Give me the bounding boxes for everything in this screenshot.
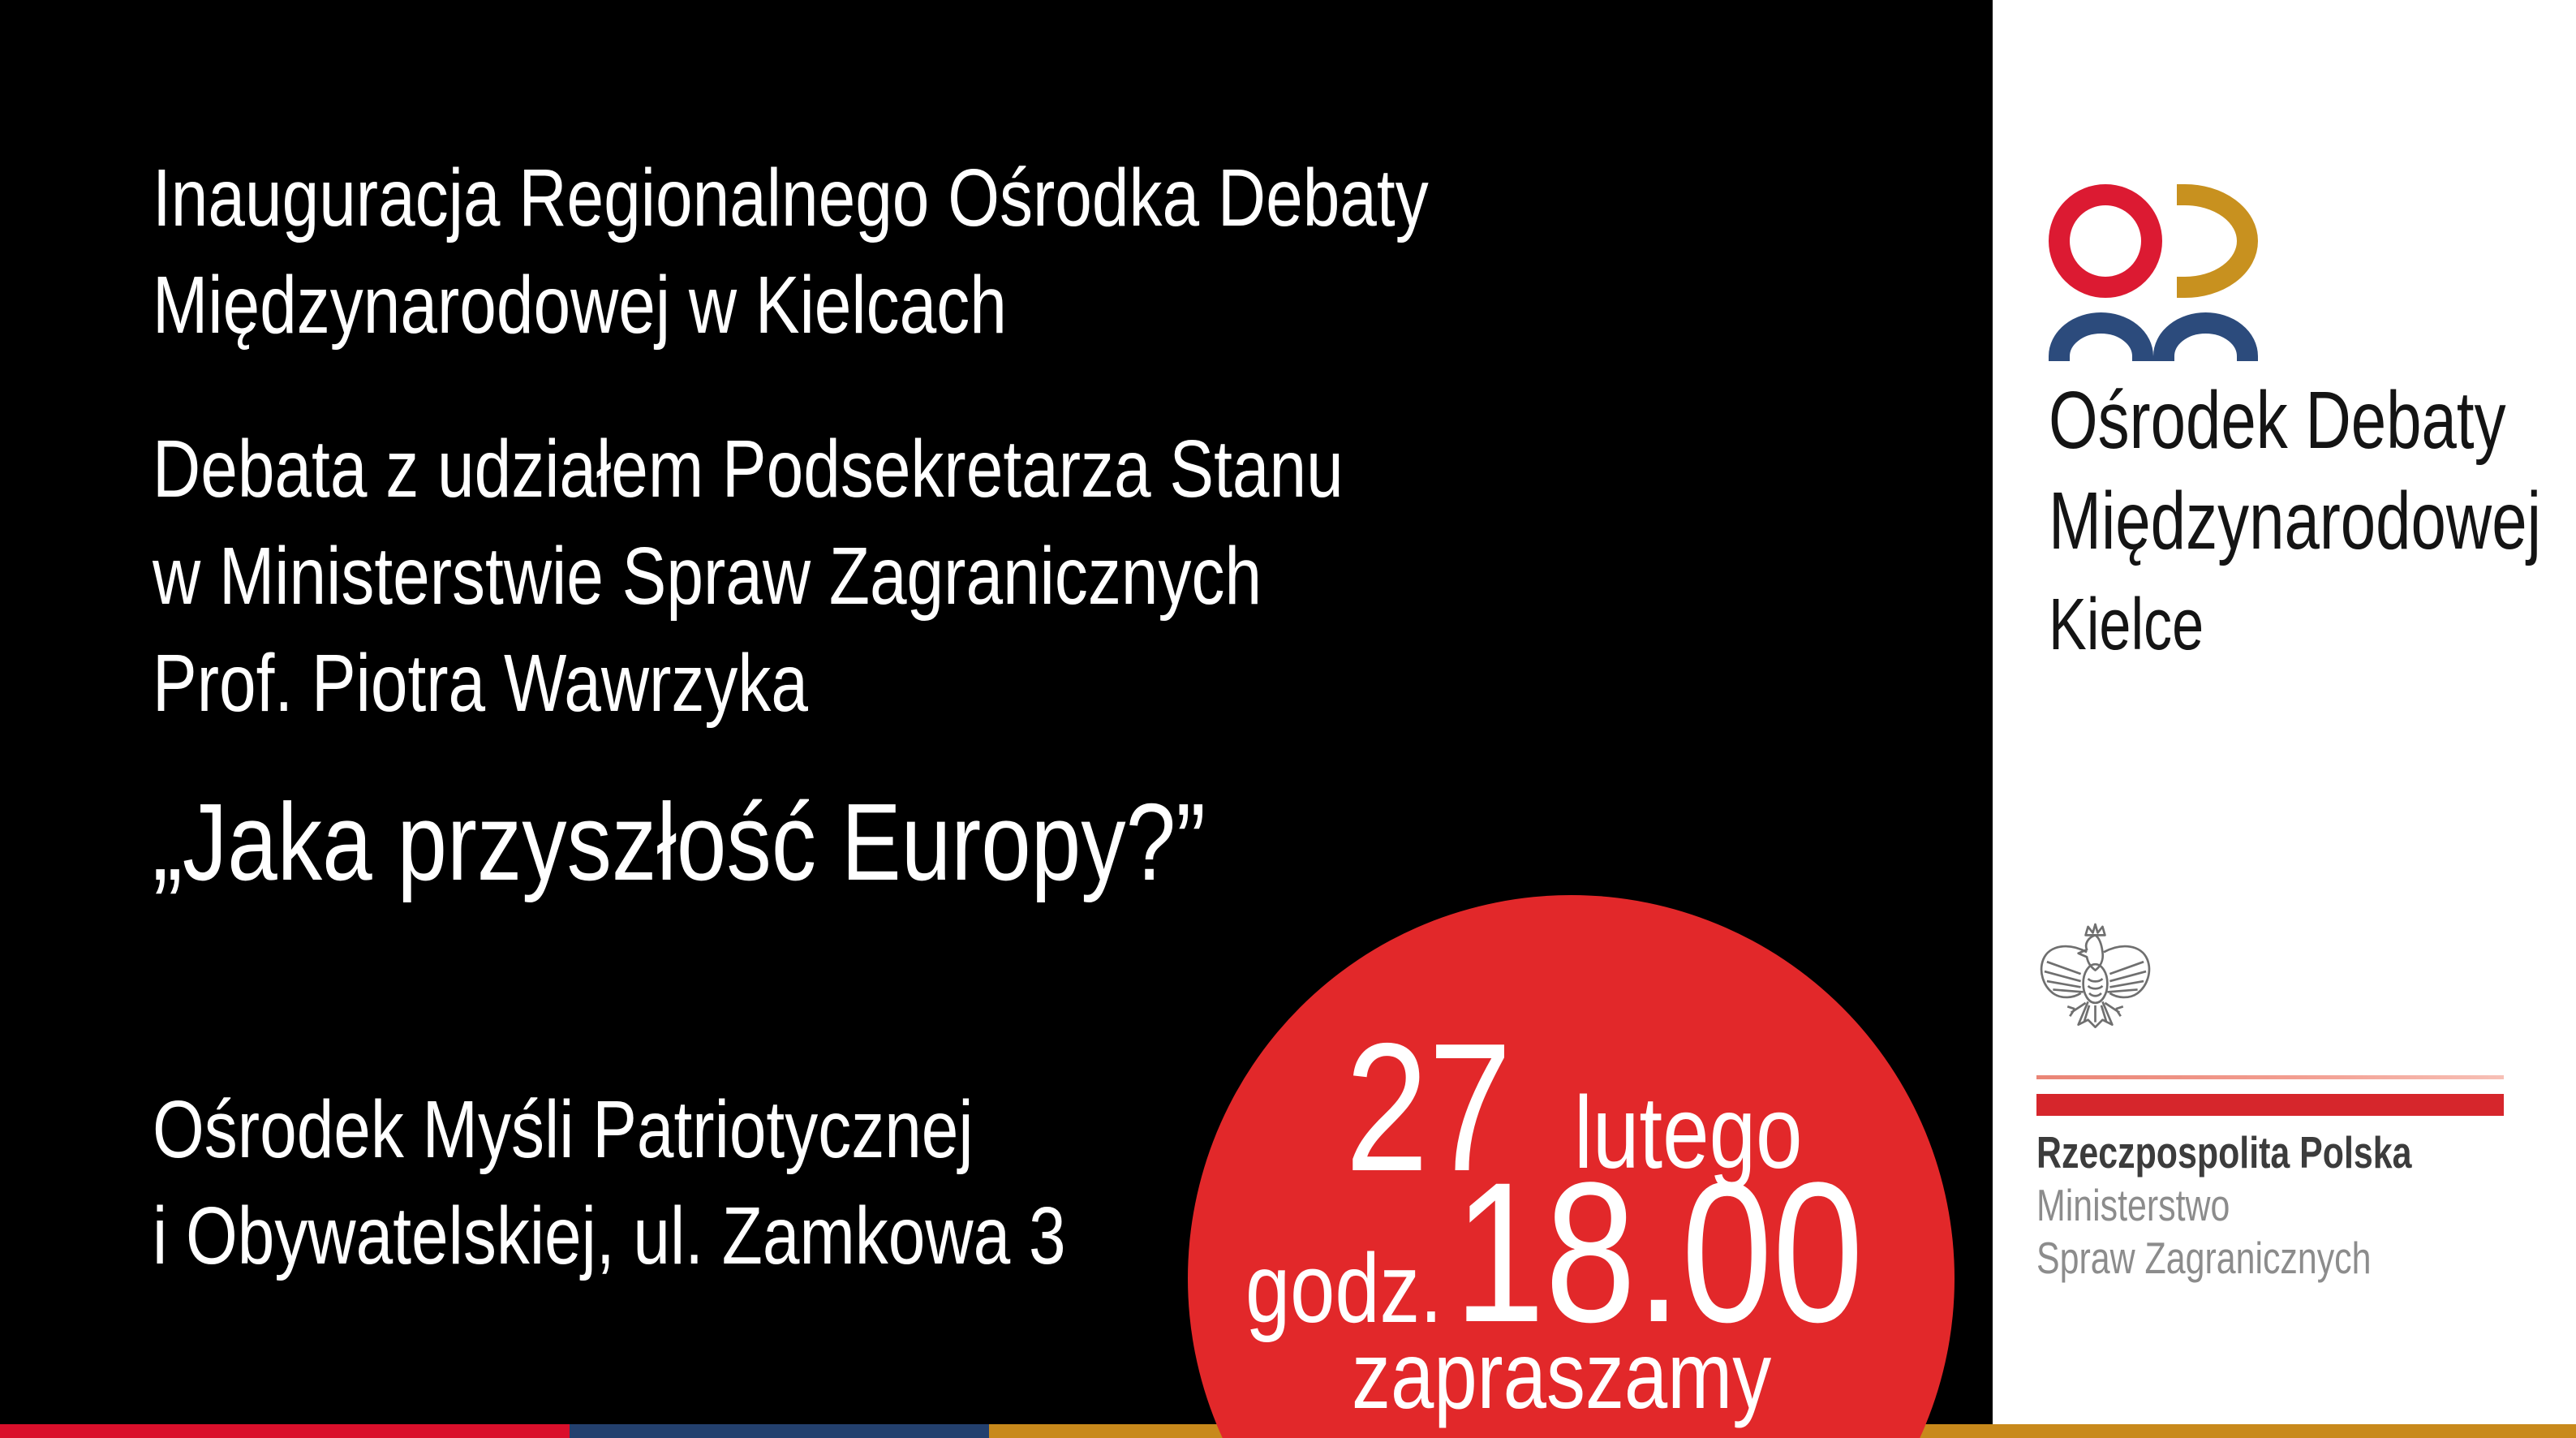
footer-stripe-red	[0, 1424, 570, 1438]
debate-line3: Prof. Piotra Wawrzyka	[153, 638, 809, 729]
ministry-country: Rzeczpospolita Polska	[2036, 1127, 2412, 1178]
debate-topic-quote: „Jaka przyszłość Europy?”	[153, 781, 1437, 903]
footer-stripe-blue	[570, 1424, 989, 1438]
debate-topic-text: „Jaka przyszłość Europy?”	[153, 781, 1206, 903]
odm-wordmark: Ośrodek Debaty Międzynarodowej Kielce	[2049, 370, 2576, 675]
event-title-line1: Inauguracja Regionalnego Ośrodka Debaty	[153, 153, 1429, 243]
debate-description: Debata z udziałem Podsekretarza Stanu w …	[153, 415, 1605, 737]
venue-line1: Ośrodek Myśli Patriotycznej	[153, 1084, 974, 1175]
venue-line2: i Obywatelskiej, ul. Zamkowa 3	[153, 1190, 1066, 1281]
badge-month: lutego	[1574, 1075, 1803, 1190]
event-title: Inauguracja Regionalnego Ośrodka Debaty …	[153, 144, 1709, 359]
ministry-dept-line2: Spraw Zagranicznych	[2036, 1233, 2372, 1283]
badge-time: 18.00	[1454, 1141, 1864, 1364]
flag-red-bar	[2036, 1094, 2504, 1116]
odm-org-line2: Międzynarodowej	[2049, 476, 2541, 566]
polish-eagle-icon	[2040, 923, 2151, 1028]
venue-address: Ośrodek Myśli Patriotycznej i Obywatelsk…	[153, 1077, 1266, 1289]
event-title-line2: Międzynarodowej w Kielcach	[153, 260, 1007, 351]
badge-time-label: godz.	[1245, 1233, 1443, 1343]
ministry-dept-line1: Ministerstwo	[2036, 1180, 2230, 1230]
odm-org-city: Kielce	[2049, 584, 2204, 665]
flag-white-stripe-divider	[2036, 1075, 2504, 1079]
debate-line1: Debata z udziałem Podsekretarza Stanu	[153, 424, 1344, 514]
badge-invite: zapraszamy	[1352, 1322, 1772, 1428]
ministry-signature: Rzeczpospolita Polska Ministerstwo Spraw…	[2036, 1126, 2518, 1285]
odm-org-line1: Ośrodek Debaty	[2049, 375, 2506, 466]
date-badge-circle: 27 lutego godz. 18.00 zapraszamy	[1188, 895, 1955, 1438]
badge-day: 27	[1345, 1005, 1512, 1209]
branding-sidebar: Ośrodek Debaty Międzynarodowej Kielce	[1993, 0, 2576, 1438]
debate-line2: w Ministerstwie Spraw Zagranicznych	[153, 531, 1262, 622]
odm-logo-icon	[2049, 184, 2258, 361]
